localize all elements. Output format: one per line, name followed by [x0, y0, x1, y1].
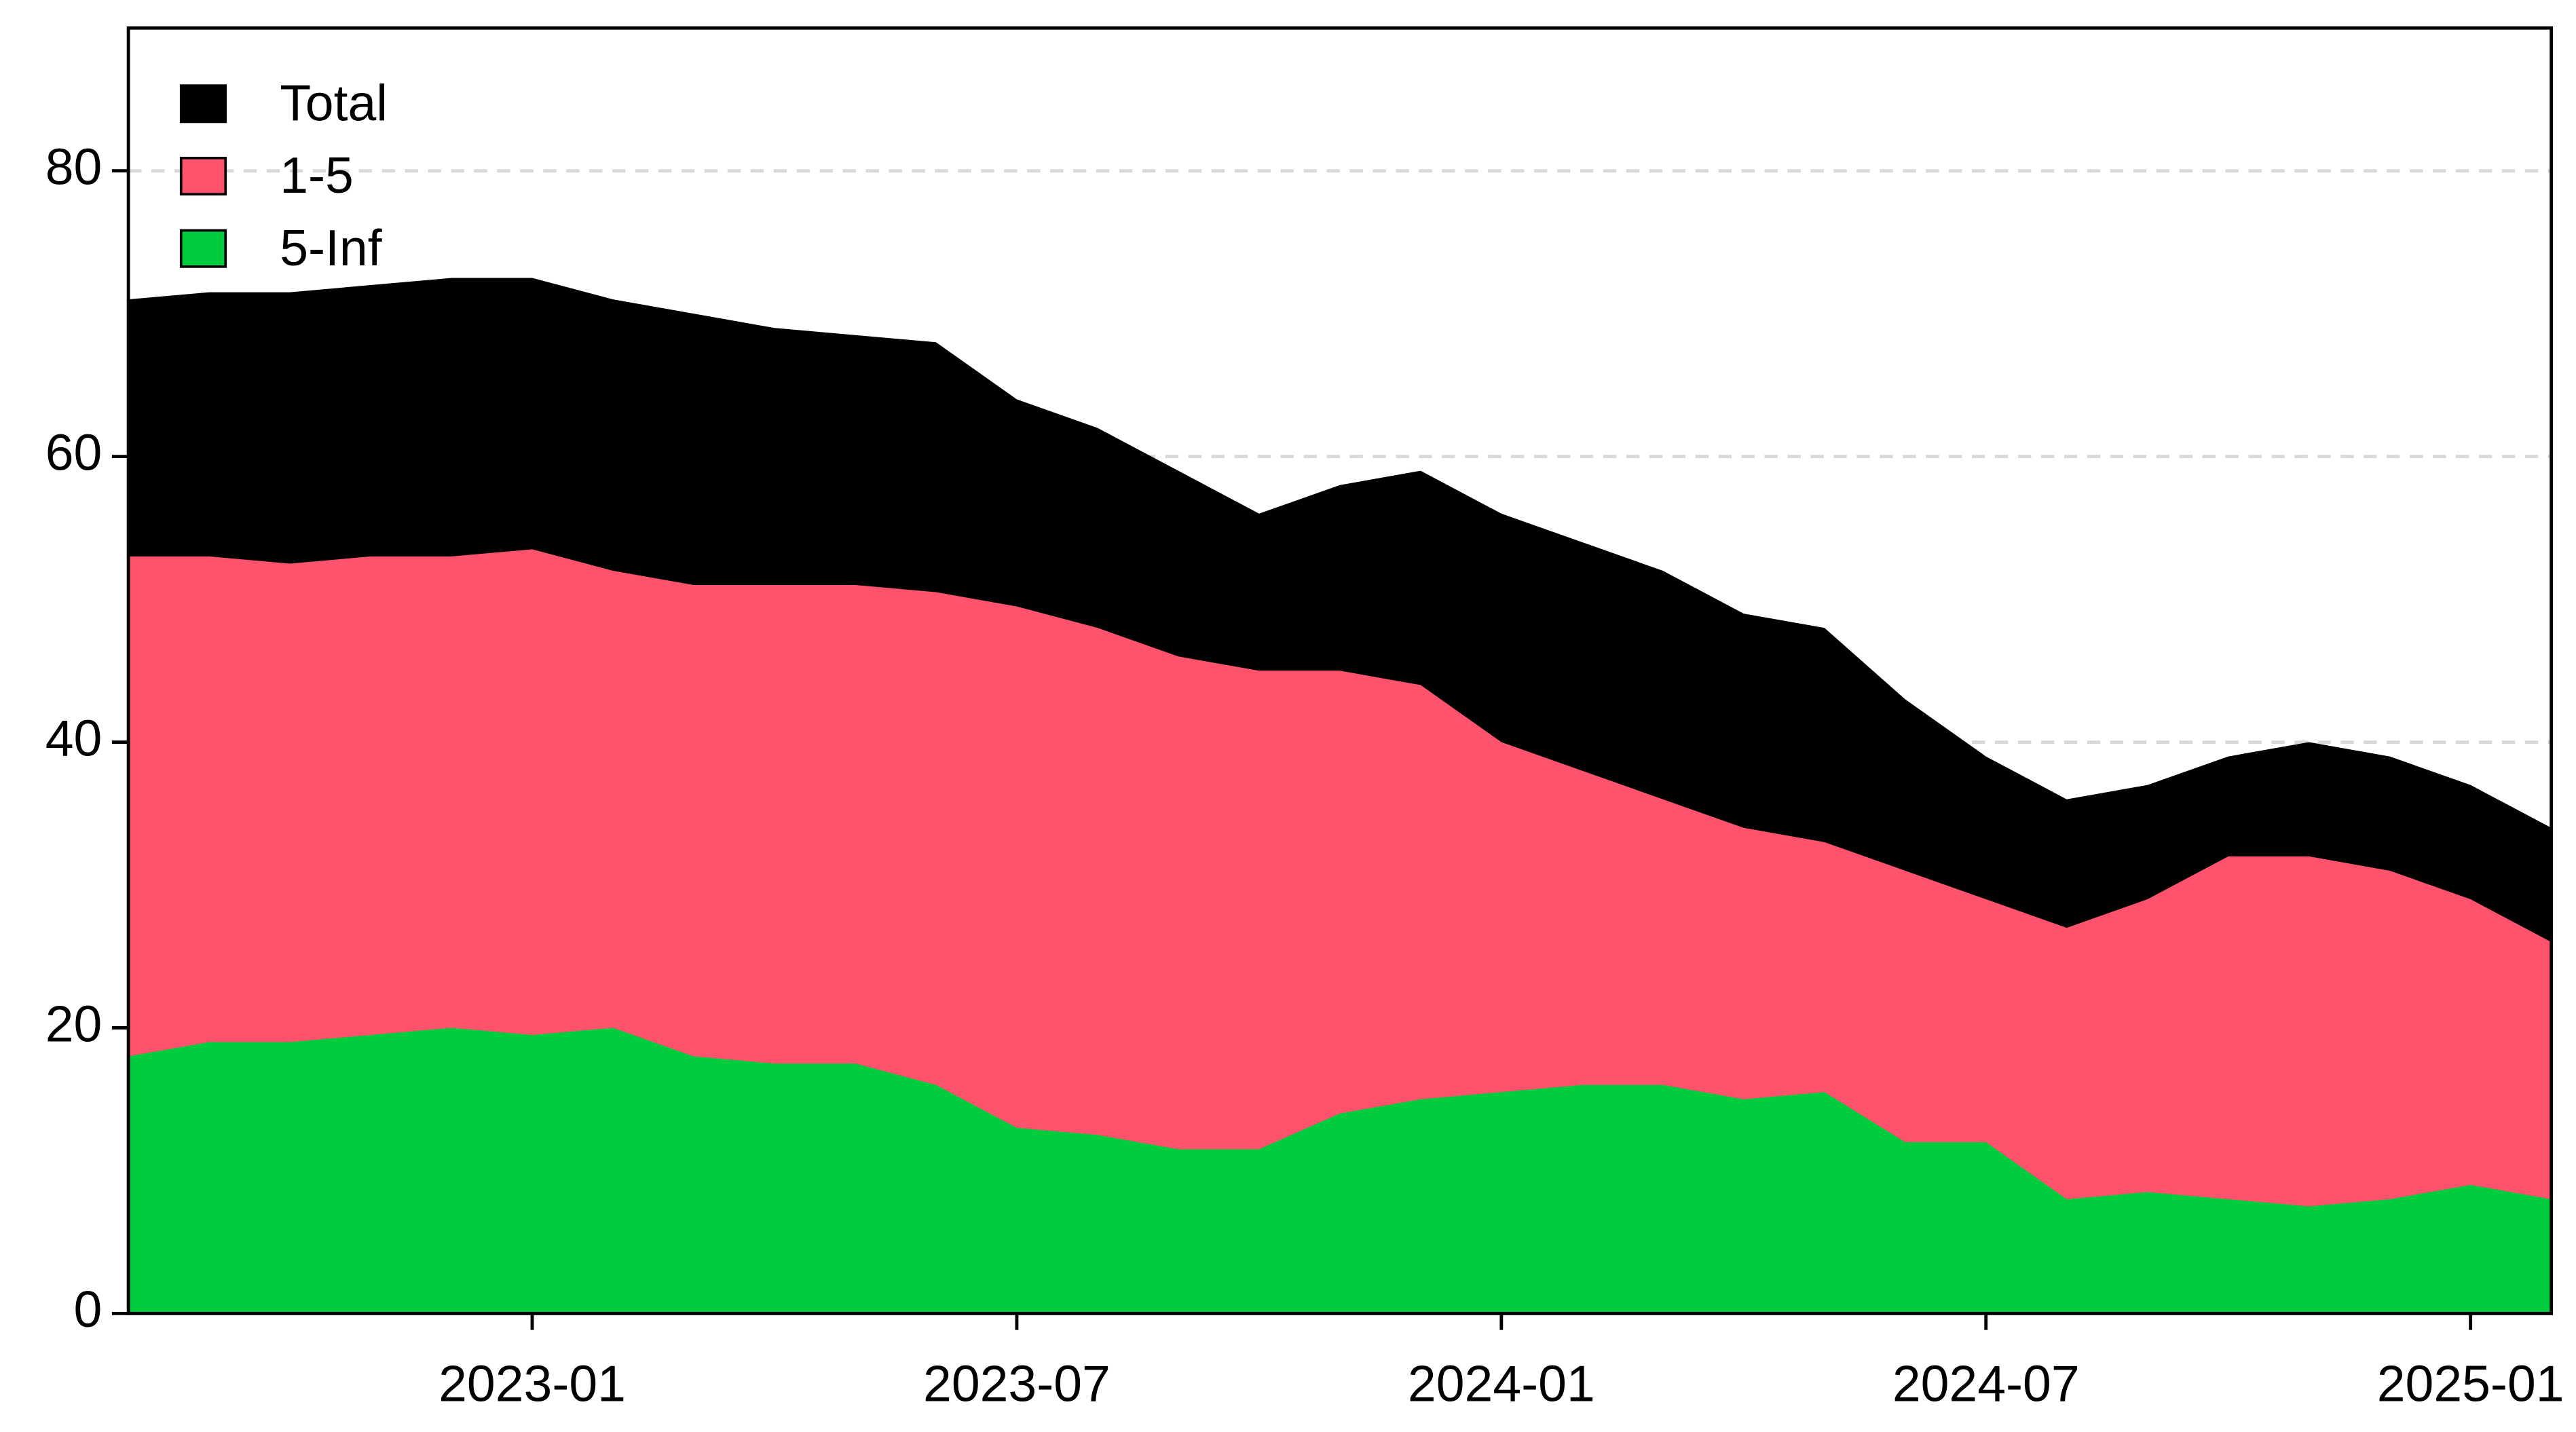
x-tick-label: 2024-07: [1892, 1355, 2080, 1412]
legend-label: Total: [280, 74, 388, 131]
x-tick-label: 2023-01: [438, 1355, 626, 1412]
y-tick-label: 40: [45, 709, 102, 766]
area: [128, 1028, 2552, 1314]
plot-frame: [126, 26, 2554, 1315]
x-tick-label: 2023-07: [923, 1355, 1110, 1412]
x-tick-label: 2025-01: [2377, 1355, 2564, 1412]
y-tick-label: 80: [45, 138, 102, 195]
legend-swatch: [179, 229, 227, 268]
y-tick-label: 0: [74, 1281, 102, 1338]
y-tick-label: 20: [45, 995, 102, 1052]
legend-label: 5-Inf: [280, 219, 381, 276]
legend-swatch: [179, 157, 227, 196]
x-tick-label: 2024-01: [1408, 1355, 1595, 1412]
legend-label: 1-5: [280, 147, 354, 204]
y-tick-label: 60: [45, 423, 102, 481]
legend-swatch: [179, 84, 227, 124]
